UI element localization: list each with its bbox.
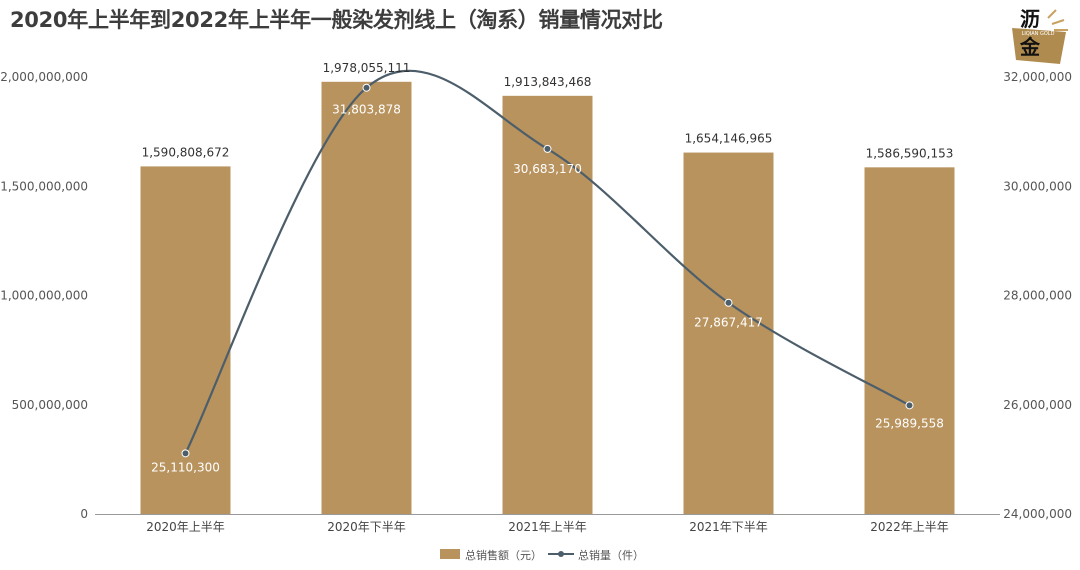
logo-char-top: 沥	[1020, 7, 1040, 31]
y-left-tick-label: 2,000,000,000	[0, 70, 88, 84]
y-right-tick-label: 30,000,000	[1003, 179, 1072, 193]
line-value-label: 27,867,417	[694, 316, 763, 330]
y-left-tick-label: 0	[80, 507, 88, 521]
y-right-tick-label: 24,000,000	[1003, 507, 1072, 521]
line-point	[181, 449, 190, 458]
axes: 0 500,000,000 1,000,000,000 1,500,000,000 2,…	[0, 70, 1072, 534]
line-point	[543, 144, 552, 153]
line-point	[905, 401, 914, 410]
x-tick-label: 2020年下半年	[327, 520, 406, 534]
bar	[864, 167, 955, 514]
bar	[502, 95, 593, 515]
y-left-tick-label: 500,000,000	[12, 398, 88, 412]
legend: 总销售额（元） 总销量（件）	[440, 548, 644, 562]
bar-value-label: 1,913,843,468	[504, 75, 592, 89]
legend-bar-label: 总销售额（元）	[465, 548, 542, 562]
chart-title: 2020年上半年到2022年上半年一般染发剂线上（淘系）销量情况对比	[10, 8, 663, 32]
line-value-label: 31,803,878	[332, 103, 401, 117]
bar-series	[140, 81, 955, 515]
line-point	[724, 298, 733, 307]
y-right-tick-label: 26,000,000	[1003, 398, 1072, 412]
y-left-tick-label: 1,500,000,000	[0, 179, 88, 193]
y-right-tick-label: 32,000,000	[1003, 70, 1072, 84]
bar	[683, 152, 774, 514]
legend-line-marker	[558, 551, 564, 557]
bar	[321, 81, 412, 515]
line-value-label: 25,110,300	[151, 460, 220, 474]
x-tick-label: 2022年上半年	[870, 520, 949, 534]
y-left-tick-label: 1,000,000,000	[0, 289, 88, 303]
logo-ray	[1047, 9, 1057, 19]
x-tick-label: 2020年上半年	[146, 520, 225, 534]
bar-value-label: 1,586,590,153	[866, 146, 954, 160]
logo-badge	[1012, 28, 1066, 64]
line-point	[362, 83, 371, 92]
y-right-tick-label: 28,000,000	[1003, 289, 1072, 303]
line-value-label: 25,989,558	[875, 416, 944, 430]
x-tick-label: 2021年下半年	[689, 520, 768, 534]
bar-value-label: 1,590,808,672	[142, 145, 230, 159]
bar-value-label: 1,978,055,111	[323, 61, 411, 75]
sales-volume-line	[184, 69, 911, 454]
legend-bar-swatch	[440, 549, 460, 559]
logo-char-bottom: 金	[1019, 35, 1041, 59]
data-labels: 1,590,808,672 1,978,055,111 1,913,843,468 1…	[142, 61, 954, 475]
x-tick-label: 2021年上半年	[508, 520, 587, 534]
logo-tagline: LIQIAN GOLD	[1022, 31, 1055, 37]
line-value-label: 30,683,170	[513, 162, 582, 176]
bar-value-label: 1,654,146,965	[685, 132, 773, 146]
legend-line-label: 总销量（件）	[578, 548, 644, 562]
line-series	[181, 69, 914, 458]
logo-ray	[1051, 19, 1065, 25]
